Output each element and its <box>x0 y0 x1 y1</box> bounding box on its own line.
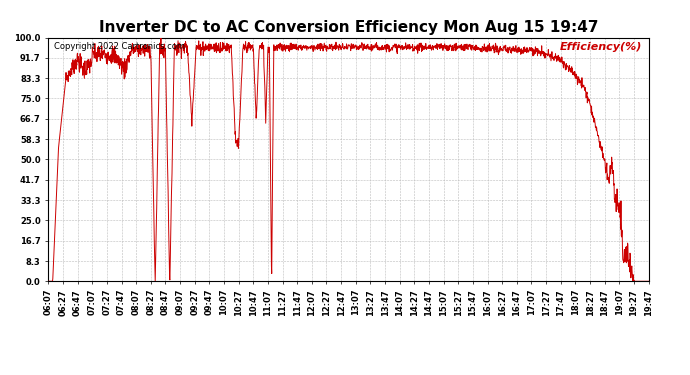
Text: Copyright 2022 Cartronics.com: Copyright 2022 Cartronics.com <box>55 42 186 51</box>
Title: Inverter DC to AC Conversion Efficiency Mon Aug 15 19:47: Inverter DC to AC Conversion Efficiency … <box>99 20 598 35</box>
Text: Efficiency(%): Efficiency(%) <box>560 42 642 52</box>
